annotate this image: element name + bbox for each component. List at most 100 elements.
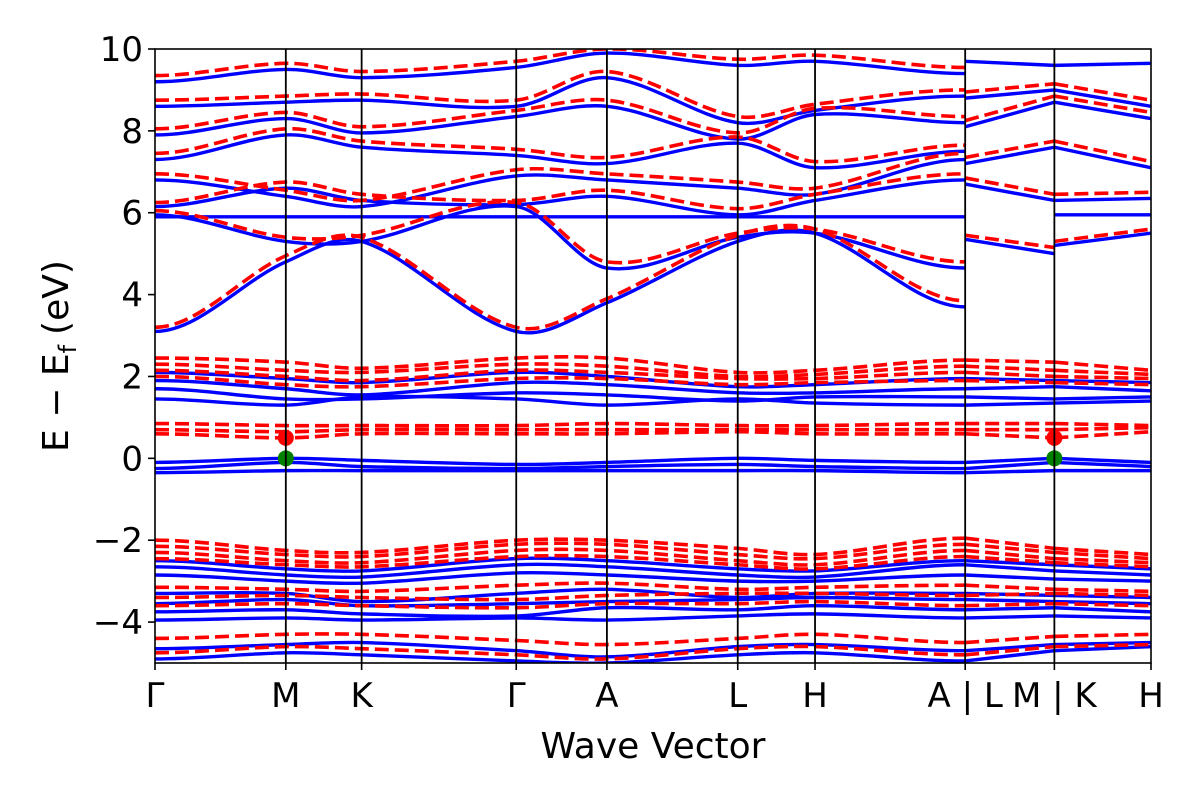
dashed-band-line xyxy=(1054,560,1151,569)
x-tick-label: A | L xyxy=(928,676,1003,716)
solid-band-line xyxy=(155,178,966,217)
dashed-band-line xyxy=(1054,380,1151,387)
dashed-band-line xyxy=(965,431,1055,440)
y-axis-label-unit: (eV) xyxy=(36,260,77,335)
dashed-band-line xyxy=(1054,368,1151,377)
solid-band-line xyxy=(965,401,1055,407)
solid-band-line xyxy=(1054,145,1151,170)
dashed-band-line xyxy=(965,644,1055,657)
y-tick-label: −4 xyxy=(93,603,143,643)
solid-band-line xyxy=(1054,385,1151,393)
solid-band-line xyxy=(965,597,1055,604)
dashed-band-line xyxy=(1054,425,1151,432)
solid-band-line xyxy=(1054,599,1151,606)
y-axis-ticks: −4 −2 0 2 4 6 8 10 xyxy=(93,30,155,643)
dashed-band-line xyxy=(965,364,1055,373)
markers-layer xyxy=(277,429,1063,467)
dashed-band-line xyxy=(965,554,1055,565)
solid-band-line xyxy=(964,100,1055,129)
solid-band-line xyxy=(1054,88,1151,108)
dashed-band-line xyxy=(1054,82,1151,102)
dashed-band-line xyxy=(155,421,966,428)
y-axis-label-main: E − E xyxy=(36,353,77,452)
dashed-band-line xyxy=(1054,601,1151,608)
dashed-band-line xyxy=(965,82,1055,94)
dashed-band-line xyxy=(965,378,1055,385)
x-tick-label: K xyxy=(350,676,374,716)
dashed-band-line xyxy=(155,200,966,265)
dashed-band-line xyxy=(155,172,966,211)
dashed-band-line xyxy=(1054,421,1151,428)
solid-band-line xyxy=(1054,231,1151,248)
solid-band-line xyxy=(155,104,966,141)
y-tick-label: 2 xyxy=(121,357,143,397)
solid-band-line xyxy=(155,468,966,475)
solid-band-line xyxy=(1054,395,1151,401)
y-tick-label: 6 xyxy=(121,194,143,234)
solid-band-line xyxy=(964,237,1055,256)
dashed-band-line xyxy=(1054,360,1151,373)
dashed-band-line xyxy=(964,536,1055,551)
solid-band-line xyxy=(1054,593,1151,600)
solid-band-line xyxy=(965,59,1055,68)
dashed-band-line xyxy=(1054,550,1151,561)
solid-band-line xyxy=(965,558,1055,567)
solid-band-line xyxy=(155,133,966,170)
solid-band-line xyxy=(155,228,966,335)
dashed-band-line xyxy=(1054,591,1151,598)
solid-band-line xyxy=(1054,569,1151,577)
solid-band-line xyxy=(1054,563,1151,571)
dashed-band-line xyxy=(965,542,1055,555)
x-tick-label: Γ xyxy=(146,676,165,716)
solid-band-line xyxy=(965,376,1055,383)
x-tick-label: H xyxy=(1138,676,1164,716)
solid-band-line xyxy=(1054,614,1151,620)
solid-band-line xyxy=(965,88,1055,100)
dashed-band-line xyxy=(964,176,1055,197)
solid-band-line xyxy=(1054,640,1151,647)
solid-bands xyxy=(155,51,1151,663)
solid-band-line xyxy=(1054,577,1151,583)
dashed-band-line xyxy=(1054,227,1151,244)
dashed-band-line xyxy=(965,634,1055,645)
y-tick-label: 0 xyxy=(121,439,143,479)
dashed-band-line xyxy=(1054,642,1151,649)
solid-band-line xyxy=(965,563,1055,573)
solid-band-line xyxy=(965,573,1055,581)
dashed-band-line xyxy=(155,427,966,434)
dashed-band-line xyxy=(964,233,1055,250)
dashed-band-line xyxy=(965,583,1055,592)
solid-band-line xyxy=(1054,100,1151,121)
dashed-band-line xyxy=(1054,587,1151,594)
dashed-band-line xyxy=(965,370,1055,379)
y-tick-label: −2 xyxy=(93,521,143,561)
y-axis-label-subscript: f xyxy=(54,344,82,353)
solid-band-line xyxy=(965,606,1055,612)
dashed-band-line xyxy=(1054,429,1151,440)
x-tick-label: M xyxy=(271,676,300,716)
solid-band-line xyxy=(1054,456,1151,465)
dashed-band-line xyxy=(964,94,1055,123)
x-axis-label: Wave Vector xyxy=(541,726,766,767)
y-tick-label: 8 xyxy=(121,112,143,152)
solid-band-line xyxy=(965,460,1055,471)
x-tick-label: M | K xyxy=(1012,676,1098,716)
kpoint-lines xyxy=(284,49,1056,663)
solid-band-line xyxy=(1054,378,1151,385)
solid-band-line xyxy=(1054,196,1151,203)
dashed-band-line xyxy=(965,358,1055,364)
x-tick-label: A xyxy=(595,676,618,716)
solid-band-line xyxy=(1054,606,1151,614)
solid-band-line xyxy=(1054,460,1151,469)
solid-band-line xyxy=(1054,644,1151,653)
solid-band-line xyxy=(964,145,1055,166)
bands-layer xyxy=(155,49,1151,663)
solid-band-line xyxy=(965,468,1055,475)
dashed-band-line xyxy=(965,601,1055,608)
plot-frame xyxy=(154,48,1152,664)
dashed-band-line xyxy=(155,126,966,164)
dashed-band-line xyxy=(1054,632,1151,639)
solid-band-line xyxy=(1054,61,1151,68)
